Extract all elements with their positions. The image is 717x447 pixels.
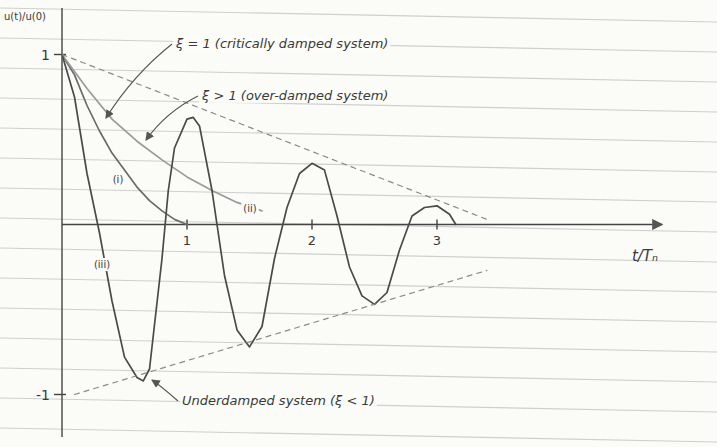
paper-line bbox=[0, 68, 717, 82]
annotation-arrow bbox=[106, 44, 172, 118]
chart: 1 2 3 1 -1 u(t)/u(0) t/Tₙ (i) (ii) (iii) ξ = 1 (cr… bbox=[0, 0, 717, 447]
x-axis bbox=[62, 224, 662, 225]
paper-line bbox=[0, 128, 717, 142]
x-tick-label: 3 bbox=[433, 233, 441, 248]
envelope-line bbox=[75, 270, 488, 394]
curve-label: (i) bbox=[113, 174, 124, 185]
paper-line bbox=[0, 338, 717, 352]
x-axis-title: t/Tₙ bbox=[632, 247, 658, 265]
x-tick bbox=[311, 220, 312, 230]
annotation: Underdamped system (ξ < 1) bbox=[182, 393, 375, 408]
paper-line bbox=[0, 428, 717, 442]
series-group bbox=[62, 55, 487, 395]
annotation-arrow bbox=[146, 96, 198, 140]
annotation-patch bbox=[199, 88, 390, 103]
paper-line bbox=[0, 368, 717, 382]
y-tick-label: -1 bbox=[36, 387, 50, 403]
paper-line bbox=[0, 158, 717, 172]
paper-line bbox=[0, 218, 717, 232]
label-patch bbox=[241, 202, 258, 215]
x-tick-label: 2 bbox=[308, 233, 316, 248]
y-tick bbox=[54, 394, 66, 395]
label-patch bbox=[111, 173, 126, 186]
label-patch bbox=[92, 258, 112, 271]
x-tick-label: 1 bbox=[183, 233, 191, 248]
y-tick-label: 1 bbox=[41, 47, 50, 63]
paper-line bbox=[0, 308, 717, 322]
annotation-arrow bbox=[152, 380, 178, 401]
annotation: ξ = 1 (critically damped system) bbox=[175, 36, 388, 51]
curve-label: (ii) bbox=[243, 203, 256, 214]
annotation-patch bbox=[180, 393, 377, 408]
envelope-line bbox=[62, 55, 487, 220]
y-axis bbox=[61, 8, 62, 437]
paper-line bbox=[0, 188, 717, 202]
paper-line bbox=[0, 8, 717, 22]
response-curve bbox=[62, 55, 262, 211]
curve-label: (iii) bbox=[94, 259, 110, 270]
annotation: ξ > 1 (over-damped system) bbox=[201, 88, 388, 103]
response-curve bbox=[62, 55, 456, 381]
y-axis-title: u(t)/u(0) bbox=[4, 11, 46, 22]
x-tick bbox=[436, 220, 437, 230]
annotation-patch bbox=[173, 36, 390, 51]
